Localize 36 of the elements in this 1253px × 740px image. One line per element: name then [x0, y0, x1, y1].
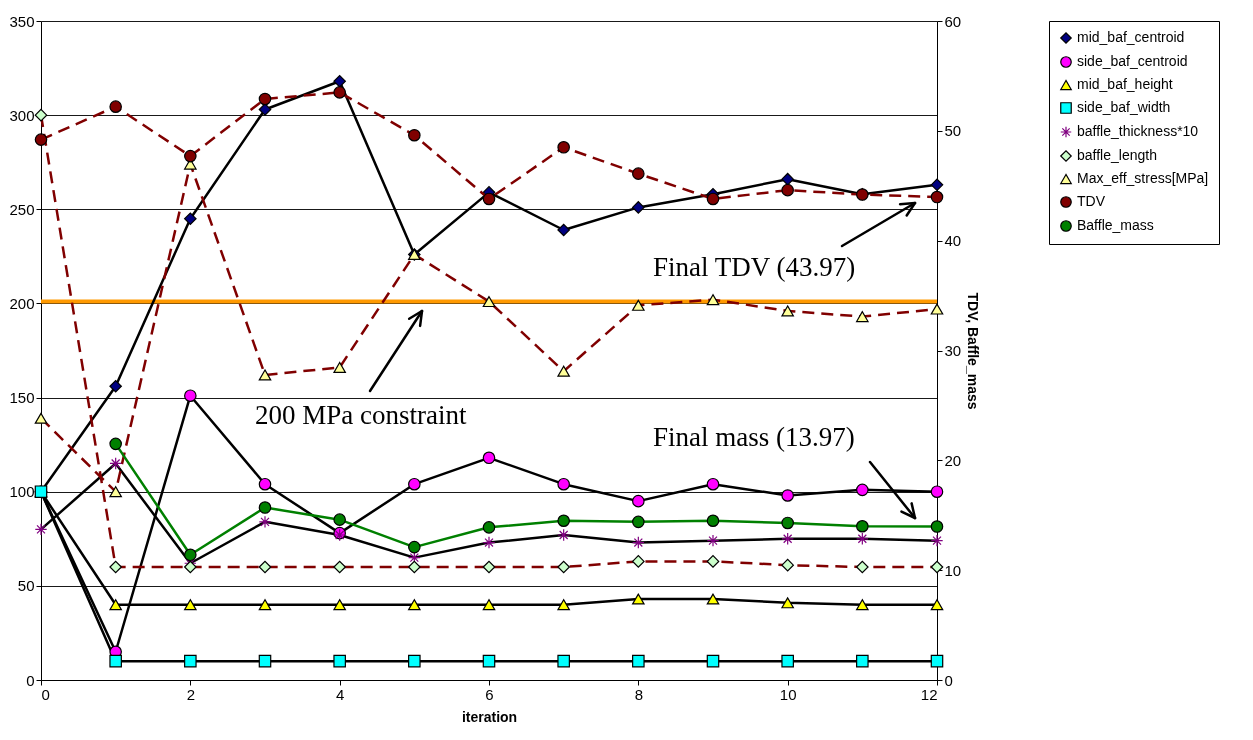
y2-tick-label: 20	[944, 451, 962, 469]
legend-label: TDV	[1077, 193, 1106, 209]
y2-axis-title: TDV, Baffle_mass	[965, 292, 982, 410]
x-tick-label: 4	[335, 685, 345, 703]
legend-label: side_baf_centroid	[1077, 53, 1188, 69]
x-tick-label: 12	[920, 685, 938, 703]
y-tick-label: 50	[17, 577, 35, 595]
y-tick-label: 0	[26, 671, 35, 689]
legend-label: baffle_length	[1077, 147, 1157, 163]
x-tick-label: 10	[779, 685, 797, 703]
x-axis-title: iteration	[461, 708, 518, 725]
x-tick-label: 0	[41, 685, 50, 703]
x-tick-label: 8	[634, 685, 644, 703]
y2-tick-label: 0	[944, 671, 953, 689]
y2-tick-label: 60	[944, 12, 962, 30]
y-tick-label: 350	[9, 12, 35, 30]
y-tick-label: 300	[9, 106, 35, 124]
y-tick-label: 250	[9, 200, 35, 218]
legend-label: mid_baf_height	[1077, 76, 1173, 92]
y-tick-label: 100	[9, 483, 35, 501]
x-tick-label: 6	[485, 685, 494, 703]
y-tick-label: 200	[9, 294, 35, 312]
y2-tick-label: 30	[944, 342, 962, 359]
x-tick-label: 2	[186, 685, 196, 703]
legend-label: Max_eff_stress[MPa]	[1077, 170, 1209, 186]
annotation: Final mass (13.97)	[653, 422, 855, 452]
legend-label: side_baf_width	[1077, 99, 1171, 115]
legend-label: Baffle_mass	[1077, 217, 1154, 233]
legend-label: mid_baf_centroid	[1077, 29, 1185, 45]
y2-tick-label: 40	[944, 232, 962, 250]
y2-tick-label: 50	[944, 122, 962, 140]
annotation: Final TDV (43.97)	[653, 252, 856, 282]
legend-label: baffle_thickness*10	[1077, 123, 1199, 139]
y2-tick-label: 10	[944, 561, 962, 579]
ref-line-label: 200 MPa constraint	[255, 400, 467, 430]
y-tick-label: 150	[9, 389, 35, 407]
